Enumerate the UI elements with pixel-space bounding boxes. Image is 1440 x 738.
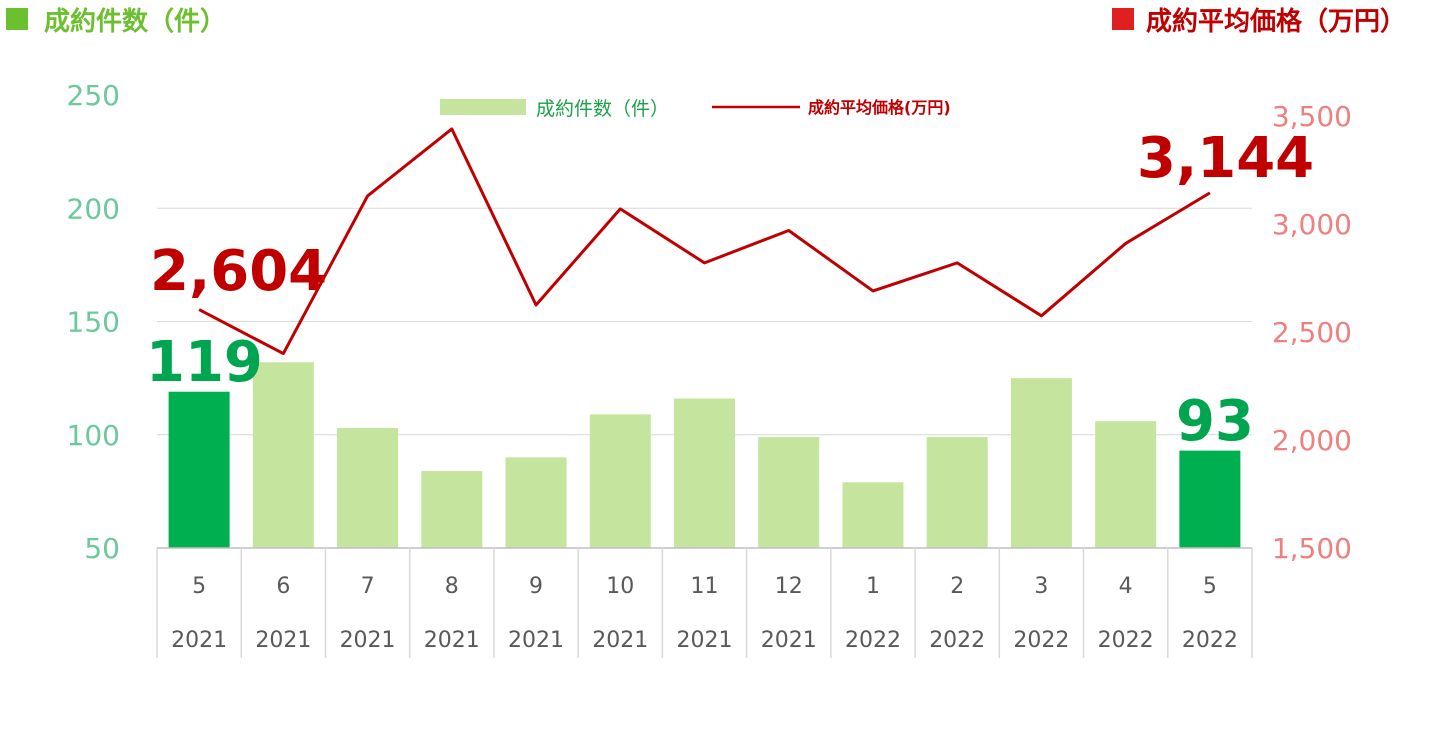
year-tick-label: 2022: [1013, 628, 1069, 653]
price-line: [198, 127, 1211, 356]
left-tick-label: 150: [67, 306, 120, 339]
left-tick-label: 250: [67, 79, 120, 112]
first-count-label: 119: [146, 330, 263, 395]
month-tick-label: 9: [529, 574, 543, 599]
year-tick-label: 2022: [1098, 628, 1154, 653]
last-count-label: 93: [1176, 389, 1254, 454]
bar: [926, 437, 988, 548]
year-tick-label: 2022: [929, 628, 985, 653]
right-tick-label: 1,500: [1272, 532, 1352, 565]
left-tick-label: 50: [84, 532, 120, 565]
right-tick-label: 3,500: [1272, 100, 1352, 133]
year-tick-label: 2021: [340, 628, 396, 653]
bar: [674, 398, 735, 548]
year-tick-label: 2021: [424, 628, 480, 653]
year-tick-label: 2021: [508, 628, 564, 653]
month-tick-label: 11: [691, 574, 719, 599]
bar: [168, 391, 230, 548]
year-tick-label: 2022: [1182, 628, 1238, 653]
bar: [337, 427, 399, 548]
right-tick-label: 2,000: [1272, 424, 1352, 457]
left-tick-label: 100: [67, 419, 120, 452]
year-tick-label: 2021: [761, 628, 817, 653]
right-tick-label: 3,000: [1272, 208, 1352, 241]
bar: [589, 414, 651, 548]
bar: [758, 437, 820, 548]
right-title-square-icon: [1112, 8, 1134, 30]
bar: [1010, 378, 1072, 548]
left-axis-title: 成約件数（件）: [44, 6, 226, 37]
legend-line-label: 成約平均価格(万円): [808, 98, 951, 117]
right-axis-title: 成約平均価格（万円）: [1146, 6, 1406, 37]
line-series: [198, 127, 1211, 356]
month-tick-label: 7: [361, 574, 375, 599]
bar: [1179, 450, 1241, 548]
month-tick-label: 2: [950, 574, 964, 599]
month-tick-label: 12: [775, 574, 803, 599]
left-title-square-icon: [6, 8, 28, 30]
month-tick-label: 4: [1119, 574, 1133, 599]
legend-bar-swatch: [440, 99, 526, 115]
bar: [421, 470, 483, 548]
bar-series: [168, 362, 1241, 548]
right-axis: 3,500 3,000 2,500 2,000 1,500: [1272, 100, 1352, 565]
month-tick-label: 5: [1203, 574, 1217, 599]
last-price-label: 3,144: [1137, 126, 1314, 191]
bar: [1095, 421, 1157, 548]
month-tick-label: 5: [192, 574, 206, 599]
year-tick-label: 2021: [171, 628, 227, 653]
year-tick-label: 2022: [845, 628, 901, 653]
first-price-label: 2,604: [150, 239, 327, 304]
year-tick-label: 2021: [677, 628, 733, 653]
bar: [842, 482, 904, 548]
left-tick-label: 200: [67, 192, 120, 225]
bar: [252, 362, 314, 548]
category-axis-table: 5202162021720218202192021102021112021122…: [156, 547, 1253, 658]
year-tick-label: 2021: [255, 628, 311, 653]
month-tick-label: 3: [1034, 574, 1048, 599]
year-tick-label: 2021: [592, 628, 648, 653]
right-tick-label: 2,500: [1272, 316, 1352, 349]
month-tick-label: 1: [866, 574, 880, 599]
month-tick-label: 10: [606, 574, 634, 599]
left-axis: 250 200 150 100 50: [67, 79, 120, 565]
legend-bar-label: 成約件数（件）: [536, 98, 669, 120]
month-tick-label: 6: [276, 574, 290, 599]
month-tick-label: 8: [445, 574, 459, 599]
bar: [505, 457, 567, 548]
